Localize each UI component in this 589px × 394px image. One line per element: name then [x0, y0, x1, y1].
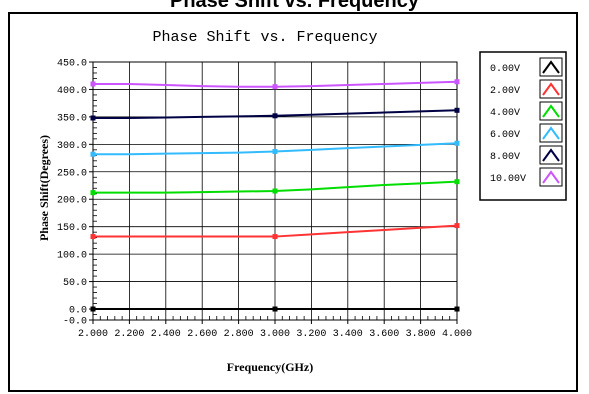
legend-swatch	[542, 104, 560, 118]
series-marker-0.00V	[272, 306, 278, 312]
legend-swatch-box	[539, 167, 563, 187]
legend-swatch-box	[539, 101, 563, 121]
series-marker-0.00V	[454, 306, 460, 312]
x-tick-label: 3.400	[333, 329, 363, 340]
y-tick-label: 50.0	[63, 278, 87, 289]
legend-swatch	[542, 170, 560, 184]
chart-frame: Phase Shift vs. Frequency Frequency(GHz)…	[8, 12, 578, 392]
series-marker-8.00V	[454, 107, 460, 113]
y-tick-label: 0.0	[69, 306, 87, 317]
series-marker-4.00V	[454, 179, 460, 185]
x-tick-label: 2.800	[224, 329, 254, 340]
legend-swatch-box	[539, 123, 563, 143]
legend-label: 2.00V	[490, 86, 520, 97]
legend-label: 4.00V	[490, 108, 520, 119]
y-tick-label: 200.0	[57, 196, 87, 207]
legend-swatch	[542, 126, 560, 140]
y-axis-label: Phase Shift(Degrees)	[37, 135, 51, 241]
x-tick-label: 2.400	[151, 329, 181, 340]
series-marker-10.00V	[90, 81, 96, 87]
x-tick-label: 2.200	[114, 329, 144, 340]
legend-swatch	[542, 60, 560, 74]
legend-label: 0.00V	[490, 64, 520, 75]
y-tick-label: 300.0	[57, 141, 87, 152]
x-tick-label: 3.200	[296, 329, 326, 340]
legend-label: 10.00V	[490, 174, 526, 185]
plot-area: 2.000 2.200 2.400 2.600 2.800 3.000 3.200 3.400…	[57, 59, 472, 341]
series-marker-0.00V	[90, 306, 96, 312]
legend-swatch	[542, 82, 560, 96]
window-title: Phase Shift vs. Frequency	[170, 0, 419, 12]
x-tick-label: 3.600	[369, 329, 399, 340]
y-tick-label: 400.0	[57, 86, 87, 97]
legend-swatch-box	[539, 79, 563, 99]
series-marker-2.00V	[272, 234, 278, 240]
series-marker-6.00V	[90, 151, 96, 157]
series-marker-10.00V	[454, 79, 460, 85]
x-tick-label: 2.000	[78, 329, 108, 340]
series-marker-6.00V	[454, 140, 460, 146]
legend-label: 6.00V	[490, 130, 520, 141]
chart-canvas: Phase Shift vs. Frequency Frequency(GHz)…	[37, 29, 567, 374]
y-tick-label: -0.0	[63, 317, 87, 328]
series-marker-4.00V	[272, 188, 278, 194]
series-marker-4.00V	[90, 190, 96, 196]
legend: 0.00V 2.00V 4.00V 6.00V 8.00V 10.00V	[479, 51, 567, 201]
series-marker-10.00V	[272, 84, 278, 90]
y-tick-label: 150.0	[57, 223, 87, 234]
x-tick-label: 4.000	[442, 329, 472, 340]
legend-label: 8.00V	[490, 152, 520, 163]
y-tick-label: 350.0	[57, 113, 87, 124]
y-tick-label: 100.0	[57, 251, 87, 262]
series-marker-2.00V	[454, 223, 460, 229]
legend-swatch-box	[539, 57, 563, 77]
series-marker-8.00V	[90, 115, 96, 121]
legend-swatch	[542, 148, 560, 162]
series-marker-2.00V	[90, 234, 96, 240]
x-tick-label: 3.800	[406, 329, 436, 340]
legend-swatch-box	[539, 145, 563, 165]
series-marker-8.00V	[272, 113, 278, 119]
series-marker-6.00V	[272, 148, 278, 154]
chart-title: Phase Shift vs. Frequency	[152, 29, 377, 46]
y-tick-label: 250.0	[57, 168, 87, 179]
y-tick-label: 450.0	[57, 59, 87, 70]
x-tick-label: 2.600	[187, 329, 217, 340]
x-tick-label: 3.000	[260, 329, 290, 340]
x-axis-label: Frequency(GHz)	[227, 360, 313, 374]
